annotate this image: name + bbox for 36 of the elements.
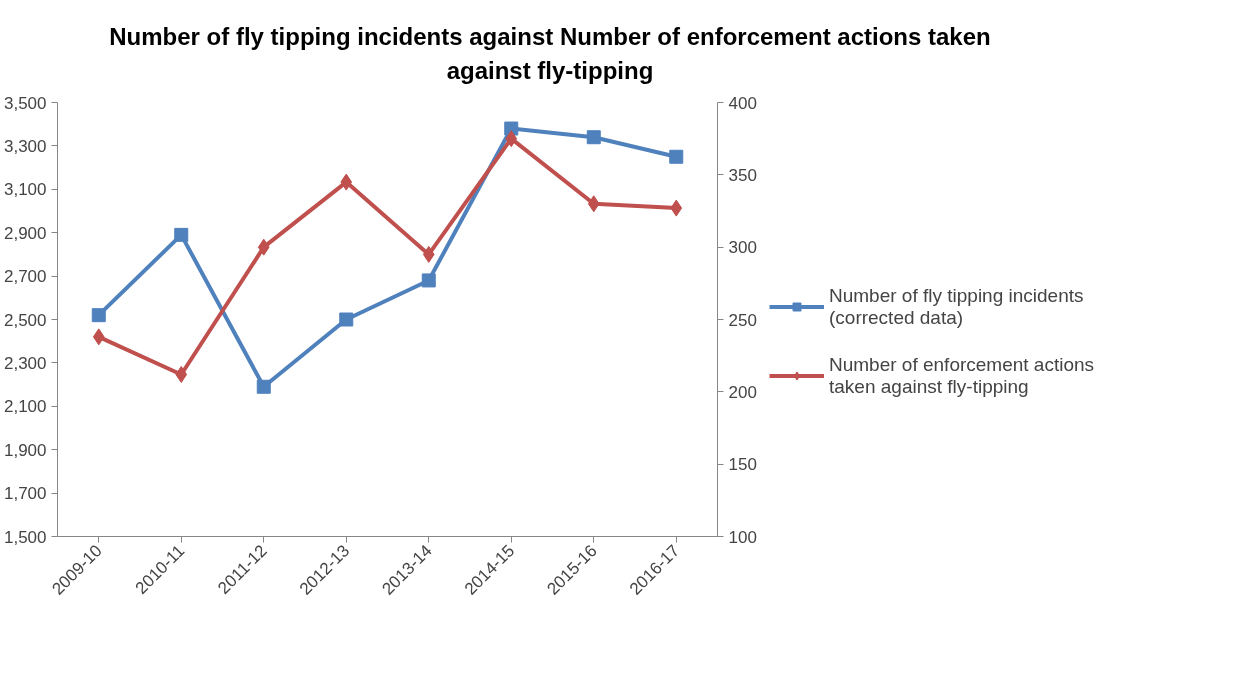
y-tick-label: 2,700 bbox=[3, 267, 47, 287]
point bbox=[586, 130, 601, 145]
y2-tick-label: 300 bbox=[728, 238, 757, 258]
point bbox=[174, 228, 189, 243]
y2-tick-label: 200 bbox=[728, 383, 757, 403]
point bbox=[339, 312, 354, 327]
y2-tick-label: 100 bbox=[728, 527, 757, 547]
point bbox=[257, 238, 270, 256]
y-tick-label: 2,900 bbox=[3, 223, 47, 243]
y2-tick-label: 400 bbox=[728, 93, 757, 113]
y-tick-label: 1,500 bbox=[3, 527, 47, 547]
y-tick-label: 1,700 bbox=[3, 484, 47, 504]
y2-tick-label: 150 bbox=[728, 455, 757, 475]
point bbox=[587, 195, 600, 213]
y-tick-label: 3,500 bbox=[3, 93, 47, 113]
point bbox=[669, 149, 684, 164]
point bbox=[421, 273, 436, 288]
point bbox=[505, 130, 518, 148]
y2-tick-label: 350 bbox=[728, 166, 757, 186]
y-tick-label: 3,100 bbox=[3, 180, 47, 200]
y2-tick-label: 250 bbox=[728, 310, 757, 330]
point bbox=[91, 308, 106, 323]
legend-label: Number of enforcement actions taken against fly-tipping bbox=[829, 353, 1095, 398]
point bbox=[175, 366, 188, 384]
chart-title: Number of fly tipping incidents against Number of enforcement actions taken against fly-tipping bbox=[108, 22, 992, 86]
legend-label: Number of fly tipping incidents (corrected data) bbox=[829, 284, 1084, 329]
y-tick-label: 2,500 bbox=[3, 310, 47, 330]
y-tick-label: 3,300 bbox=[3, 137, 47, 157]
point bbox=[92, 328, 105, 346]
point bbox=[340, 173, 353, 191]
point bbox=[256, 379, 271, 394]
point bbox=[422, 246, 435, 264]
y-tick-label: 2,300 bbox=[3, 354, 47, 374]
point bbox=[670, 199, 683, 217]
y-tick-label: 2,100 bbox=[3, 397, 47, 417]
y-tick-label: 1,900 bbox=[3, 440, 47, 460]
